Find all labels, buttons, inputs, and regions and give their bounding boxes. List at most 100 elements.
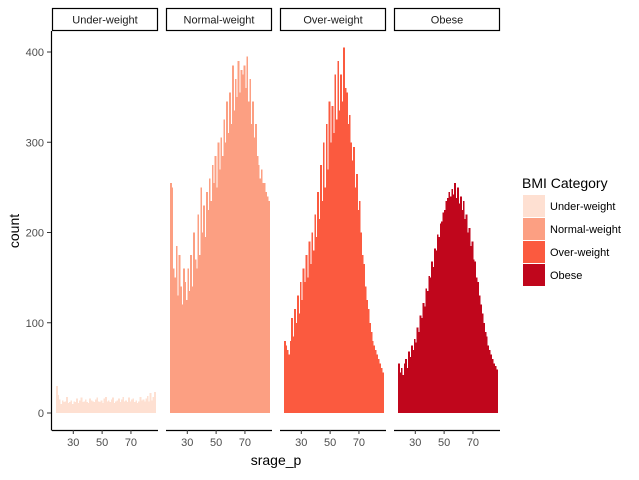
histogram-bar	[382, 372, 384, 413]
histogram-bar	[125, 400, 127, 413]
legend-swatch	[523, 195, 545, 217]
histogram-bar	[100, 400, 103, 413]
histogram-bar	[172, 268, 175, 413]
histogram-bar	[105, 396, 107, 413]
histogram-bar	[370, 331, 373, 413]
histogram-bar	[464, 218, 467, 413]
histogram-bar	[177, 295, 179, 413]
histogram-bar	[109, 402, 112, 413]
histogram-bar	[423, 306, 426, 413]
histogram-bar	[133, 402, 136, 413]
histogram-bar	[490, 354, 493, 413]
histogram-bar	[80, 397, 83, 413]
histogram-bar	[61, 400, 64, 413]
histogram-bar	[432, 266, 435, 413]
histogram-bar	[77, 403, 80, 413]
facet-strip-label: Under-weight	[72, 15, 137, 27]
histogram-bar	[216, 187, 218, 413]
histogram-bar	[175, 246, 178, 413]
histogram-bar	[255, 124, 257, 413]
histogram-bar	[139, 396, 142, 413]
legend-title: BMI Category	[522, 175, 608, 191]
histogram-bar	[348, 115, 351, 414]
histogram-bar	[484, 331, 487, 413]
histogram-bar	[459, 196, 462, 413]
histogram-bar	[60, 403, 63, 413]
histogram-bar	[422, 302, 425, 413]
histogram-bar	[87, 403, 90, 413]
histogram-bar	[449, 196, 452, 413]
histogram-bar	[454, 182, 456, 413]
histogram-bar	[328, 101, 331, 413]
histogram-bar	[99, 402, 102, 413]
legend-swatch	[523, 218, 545, 240]
histogram-bar	[425, 288, 428, 413]
histogram-bar	[93, 402, 96, 413]
histogram-bar	[56, 385, 58, 413]
y-tick-label: 400	[26, 47, 44, 59]
histogram-bar	[455, 198, 458, 413]
histogram-bar	[419, 315, 422, 413]
facet-strip-label: Over-weight	[303, 15, 362, 27]
histogram-bar	[416, 327, 419, 413]
legend-label: Under-weight	[550, 201, 615, 213]
histogram-bar	[195, 268, 198, 413]
histogram-bar	[309, 264, 312, 413]
histogram-bar	[312, 250, 315, 413]
histogram-bar	[413, 338, 416, 413]
histogram-bar	[226, 101, 228, 413]
histogram-bar	[471, 241, 474, 413]
x-axis-title: srage_p	[251, 452, 302, 468]
histogram-bars	[170, 56, 270, 414]
histogram-bar	[83, 401, 86, 413]
facet-panel: Obese 30 50 70	[393, 7, 501, 449]
histogram-bar	[181, 304, 184, 413]
histogram-bar	[94, 399, 97, 413]
histogram-bar	[67, 403, 70, 413]
histogram-bar	[151, 400, 153, 413]
histogram-bar	[203, 205, 205, 413]
histogram-bar	[170, 182, 172, 413]
histogram-bar	[338, 110, 341, 413]
histogram-bar	[350, 142, 353, 413]
histogram-bars	[398, 182, 498, 413]
histogram-bar	[102, 403, 104, 413]
histogram-bar	[206, 191, 208, 413]
histogram-bar	[465, 214, 468, 413]
histogram-bar	[470, 246, 472, 413]
histogram-bar	[63, 402, 65, 413]
histogram-bar	[357, 209, 360, 413]
histogram-bar	[213, 182, 216, 413]
histogram-bar	[233, 110, 236, 413]
histogram-bar	[428, 275, 431, 413]
histogram-bar	[57, 394, 60, 413]
histogram-bar	[351, 160, 354, 413]
histogram-bar	[477, 282, 480, 413]
histogram-bar	[340, 74, 342, 413]
histogram-bar	[426, 291, 429, 413]
legend-swatch	[523, 241, 545, 263]
histogram-bar	[126, 402, 129, 413]
histogram-bar	[364, 286, 367, 413]
histogram-bar	[74, 402, 77, 413]
histogram-bar	[154, 392, 156, 413]
histogram-bar	[301, 300, 304, 413]
histogram-bar	[480, 304, 482, 413]
histogram-bar	[442, 212, 445, 413]
histogram-bar	[296, 295, 299, 413]
histogram-bar	[488, 349, 491, 413]
facet-strip	[51, 7, 159, 32]
histogram-bar	[113, 403, 116, 413]
x-tick-label: 70	[353, 437, 365, 449]
histogram-bar	[229, 92, 231, 414]
histogram-bar	[244, 88, 247, 413]
histogram-bar	[305, 255, 308, 413]
histogram-bar	[138, 401, 140, 413]
facet-strip	[393, 7, 501, 32]
histogram-bar	[439, 223, 442, 413]
histogram-bar	[236, 97, 239, 413]
histogram-bar	[494, 366, 497, 413]
histogram-bar	[322, 142, 325, 413]
histogram-bar	[291, 318, 293, 413]
histogram-bar	[200, 187, 203, 413]
